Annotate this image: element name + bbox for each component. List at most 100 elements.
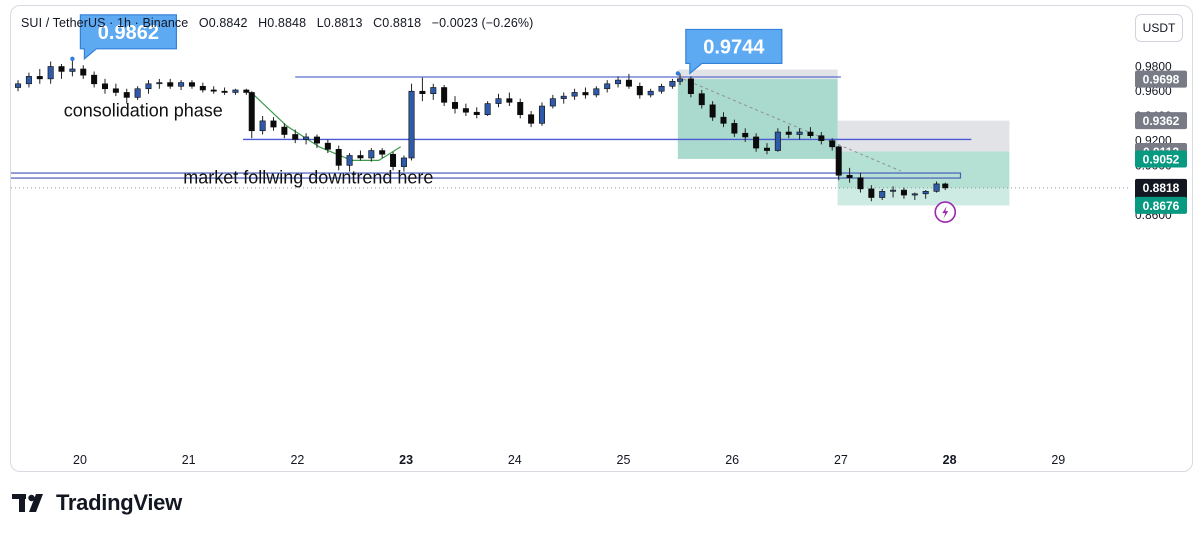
candle-body [58, 66, 65, 72]
candle [785, 125, 792, 139]
downtrend-label: market follwing downtrend here [183, 167, 433, 187]
candle-body [210, 89, 217, 92]
candle [582, 87, 589, 99]
candle-body [922, 191, 929, 195]
price-label-text: 0.9698 [1143, 73, 1180, 87]
candle [368, 148, 375, 162]
x-tick-label: 21 [182, 453, 196, 467]
candle [15, 80, 22, 92]
candle-body [145, 83, 152, 90]
candle-body [419, 90, 426, 94]
callout-anchor [675, 71, 681, 76]
candle-body [324, 142, 331, 150]
candle [400, 155, 407, 172]
candle [441, 85, 448, 107]
candle-body [313, 136, 320, 144]
candle [911, 192, 918, 200]
chart-frame[interactable]: consolidation phase market follwing downt… [10, 5, 1193, 472]
candle [857, 172, 864, 193]
candle-body [846, 174, 853, 179]
candle-body [829, 140, 836, 148]
candle-body [270, 120, 277, 128]
candle-body [658, 85, 665, 92]
candle [625, 73, 632, 89]
currency-button[interactable]: USDT [1135, 14, 1183, 42]
candle [593, 86, 600, 98]
candle-body [669, 81, 676, 87]
candle-body [933, 183, 940, 192]
candle [636, 82, 643, 99]
candle-body [15, 83, 22, 88]
candle-body [763, 147, 770, 151]
candle [357, 150, 364, 161]
candle-body [335, 149, 342, 166]
x-tick-label: 22 [290, 453, 304, 467]
candle [560, 92, 567, 104]
candle [687, 76, 694, 98]
candle [473, 107, 480, 119]
candle [167, 78, 174, 89]
candle [942, 182, 949, 191]
candle [462, 103, 469, 116]
price-chart[interactable]: consolidation phase market follwing downt… [11, 6, 1192, 471]
candle-body [517, 102, 524, 116]
candle-body [156, 82, 163, 85]
drawing-lines [11, 76, 1128, 189]
candle-body [462, 108, 469, 113]
candle-body [560, 95, 567, 99]
candle [430, 83, 437, 100]
candle [763, 143, 770, 155]
candle [922, 190, 929, 199]
candle [807, 127, 814, 139]
tradingview-logo[interactable]: TradingView [12, 490, 182, 516]
candle [720, 112, 727, 128]
candle [846, 167, 853, 183]
candle [829, 138, 836, 151]
candle-body [857, 177, 864, 190]
price-label-tag [1135, 196, 1187, 214]
candle-body [647, 90, 654, 96]
candle-body [281, 126, 288, 135]
symbol-header: SUI / TetherUS · 1h · Binance O0.8842 H0… [21, 16, 540, 30]
candle [538, 102, 545, 126]
candle [123, 88, 130, 104]
ohlc-open: O0.8842 [198, 16, 248, 30]
risk-zone [677, 69, 838, 80]
price-callout [685, 28, 783, 75]
candle [248, 91, 255, 139]
candle-body [709, 104, 716, 118]
annotations: consolidation phase market follwing downt… [64, 14, 957, 223]
price-label-text: 0.9362 [1143, 114, 1180, 128]
candle [134, 86, 141, 100]
x-tick-label: 28 [943, 453, 957, 467]
candle [506, 92, 513, 107]
candle-body [368, 150, 375, 159]
candles [15, 59, 949, 202]
candle-body [911, 193, 918, 196]
symbol-name[interactable]: SUI / TetherUS · 1h · Binance [21, 16, 189, 30]
candle-body [785, 131, 792, 135]
candle [900, 187, 907, 199]
price-callout-text: 0.9744 [703, 36, 765, 58]
candle-body [484, 103, 491, 116]
price-callout [79, 14, 177, 61]
x-tick-label: 25 [617, 453, 631, 467]
candle-body [102, 83, 109, 90]
consolidation-label: consolidation phase [64, 101, 223, 121]
x-tick-label: 20 [73, 453, 87, 467]
brand-name: TradingView [56, 490, 182, 515]
candle-body [731, 123, 738, 134]
candle [452, 96, 459, 114]
candle [890, 186, 897, 198]
ohlc-low: L0.8813 [316, 16, 363, 30]
candle [731, 119, 738, 137]
candle-body [232, 89, 239, 93]
candle [335, 145, 342, 171]
candle [742, 128, 749, 142]
candle-body [390, 153, 397, 167]
candle-body [753, 136, 760, 149]
candle-body [636, 85, 643, 96]
candle-body [221, 90, 228, 93]
lightning-bolt [942, 206, 949, 219]
candle-body [430, 87, 437, 94]
